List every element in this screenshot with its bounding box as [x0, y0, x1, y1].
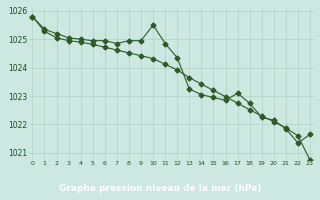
- Text: Graphe pression niveau de la mer (hPa): Graphe pression niveau de la mer (hPa): [59, 184, 261, 193]
